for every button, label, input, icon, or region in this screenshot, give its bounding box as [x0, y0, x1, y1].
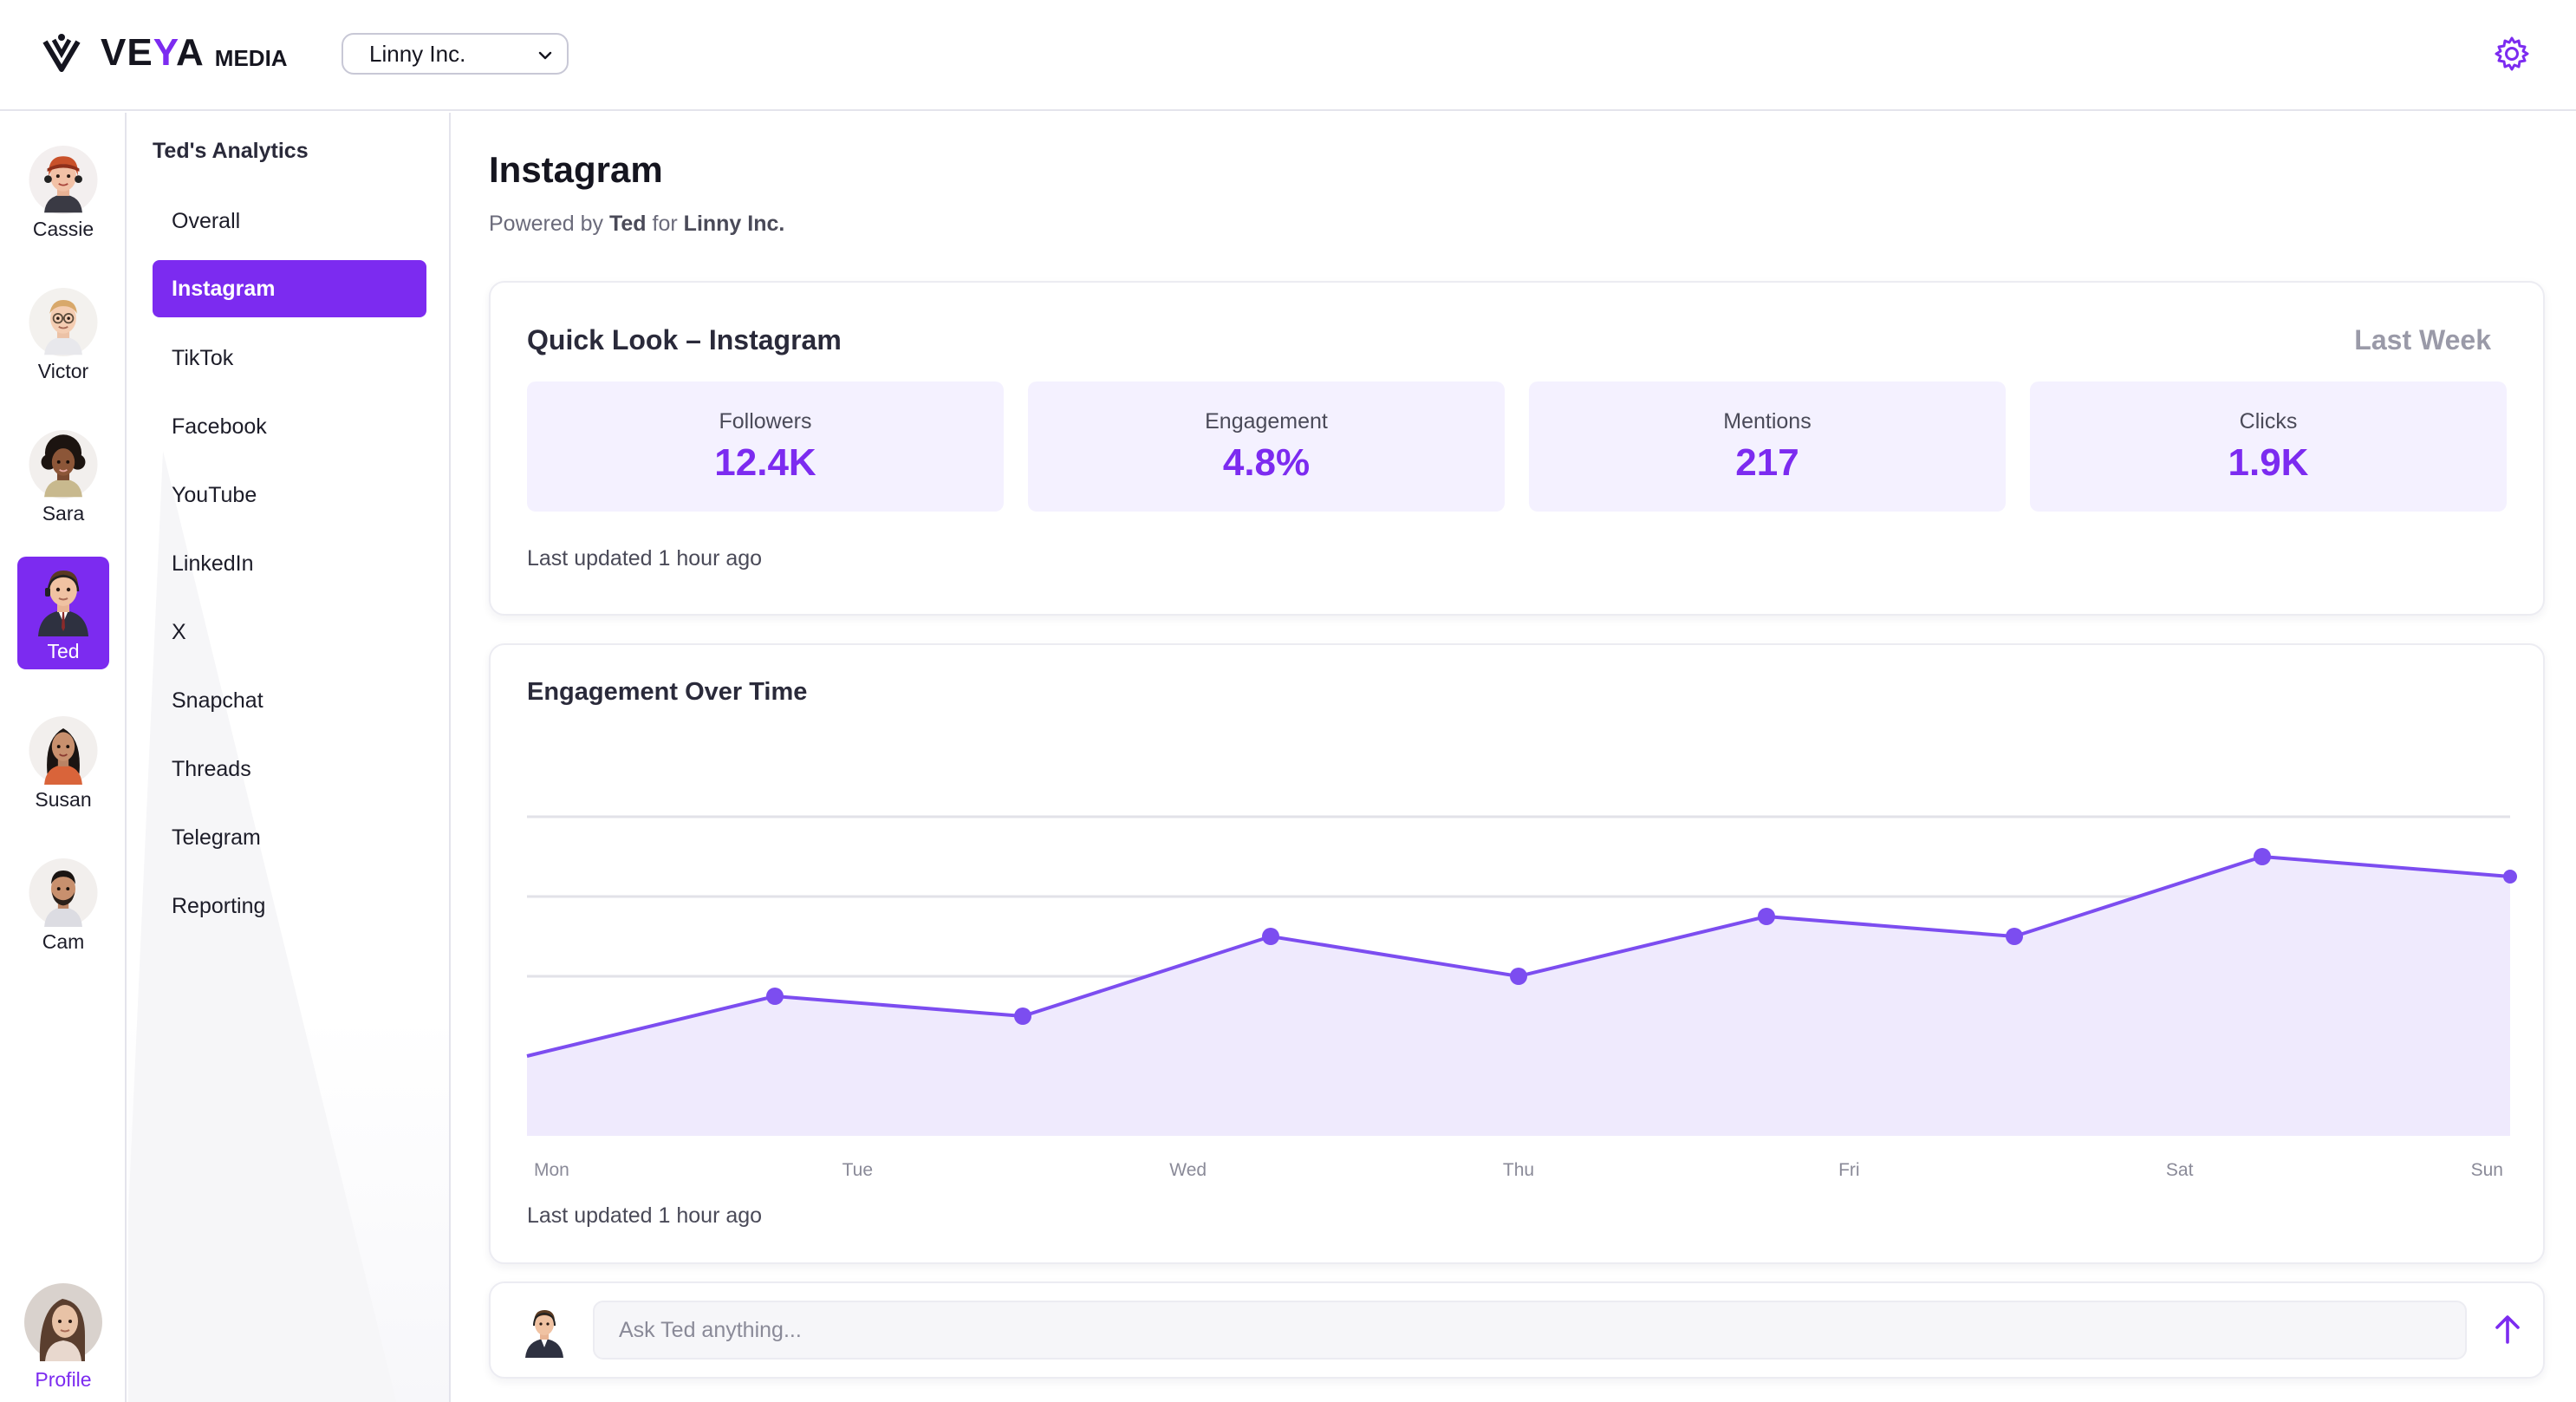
agent-cam[interactable]: Cam [17, 841, 109, 954]
ask-input[interactable] [593, 1301, 2467, 1360]
chart-data-point[interactable] [1262, 928, 1279, 945]
kpi-label: Followers [719, 409, 812, 434]
profile-avatar-icon [24, 1283, 102, 1361]
ted-avatar-icon [38, 571, 88, 636]
nav-watermark [128, 451, 397, 1402]
kpi-followers: Followers 12.4K [527, 381, 1004, 512]
chart-data-point[interactable] [2006, 928, 2023, 945]
engagement-chart: Mon Tue Wed Thu Fri Sat Sun [526, 815, 2517, 1180]
kpi-value: 4.8% [1222, 441, 1311, 484]
agent-name: Sara [42, 502, 85, 525]
profile-label: Profile [35, 1368, 92, 1391]
agent-name: Ted [47, 640, 80, 662]
nav-item-linkedin[interactable]: LinkedIn [172, 551, 254, 576]
page-title: Instagram [489, 149, 663, 190]
quick-look-updated: Last updated 1 hour ago [527, 546, 763, 571]
sara-avatar-icon [29, 430, 98, 499]
nav-title: Ted's Analytics [153, 139, 309, 163]
brand-logo[interactable]: VEYA MEDIA [42, 31, 288, 73]
kpi-value: 1.9K [2228, 441, 2309, 484]
chart-x-tick-label: Fri [1838, 1160, 1860, 1180]
chart-x-tick-label: Wed [1169, 1160, 1207, 1180]
kpi-label: Engagement [1205, 409, 1328, 434]
chart-data-point[interactable] [1758, 908, 1775, 925]
agent-susan[interactable]: Susan [17, 699, 109, 812]
nav-item-youtube[interactable]: YouTube [172, 482, 257, 507]
gear-icon[interactable] [2493, 35, 2531, 73]
top-bar: VEYA MEDIA Linny Inc. [0, 0, 2576, 111]
kpi-label: Clicks [2239, 409, 2298, 434]
engagement-chart-card: Mon Tue Wed Thu Fri Sat Sun Engagement Over Ti… [489, 643, 2545, 1264]
nav-item-overall[interactable]: Overall [172, 208, 241, 233]
agent-name: Cassie [32, 218, 94, 240]
quick-look-card: Quick Look – Instagram Last Week Followe… [489, 281, 2545, 616]
nav-item-facebook[interactable]: Facebook [172, 414, 267, 439]
profile-button[interactable]: Profile [17, 1283, 109, 1392]
brand-name: VEYA [101, 31, 205, 74]
engagement-chart-title: Engagement Over Time [527, 678, 808, 706]
agent-name: Victor [37, 360, 89, 382]
brand-sub: MEDIA [214, 45, 288, 71]
nav-item-threads[interactable]: Threads [172, 756, 251, 781]
susan-avatar-icon [29, 716, 98, 785]
chevron-down-icon [538, 51, 552, 60]
chart-x-tick-label: Sun [2471, 1160, 2503, 1180]
cam-avatar-icon [29, 858, 98, 927]
agent-cassie[interactable]: Cassie [17, 128, 109, 241]
agent-name: Susan [35, 788, 92, 811]
chart-data-point[interactable] [1014, 1007, 1031, 1025]
nav-item-tiktok[interactable]: TikTok [172, 345, 234, 370]
chart-x-tick-label: Tue [842, 1160, 873, 1180]
veya-logo-icon [42, 34, 81, 72]
engagement-updated: Last updated 1 hour ago [527, 1203, 763, 1228]
nav-item-x[interactable]: X [172, 619, 186, 644]
victor-avatar-icon [29, 288, 98, 356]
agent-name: Cam [42, 930, 85, 953]
analytics-nav: Ted's Analytics Overall Instagram TikTok… [128, 113, 451, 1402]
nav-item-reporting[interactable]: Reporting [172, 893, 266, 918]
nav-item-telegram[interactable]: Telegram [172, 825, 261, 850]
nav-item-snapchat[interactable]: Snapchat [172, 688, 263, 713]
ted-avatar-icon [517, 1302, 572, 1358]
arrow-up-icon[interactable] [2489, 1311, 2526, 1347]
kpi-clicks: Clicks 1.9K [2030, 381, 2507, 512]
kpi-value: 217 [1735, 441, 1799, 484]
kpi-label: Mentions [1723, 409, 1812, 434]
chart-x-tick-label: Mon [534, 1160, 569, 1180]
kpi-value: 12.4K [714, 441, 816, 484]
date-range-label[interactable]: Last Week [2354, 324, 2491, 355]
quick-look-title: Quick Look – Instagram [527, 324, 842, 355]
chart-data-point[interactable] [766, 988, 784, 1005]
chart-x-tick-label: Sat [2166, 1160, 2194, 1180]
kpi-engagement: Engagement 4.8% [1028, 381, 1505, 512]
ask-bar [489, 1281, 2545, 1379]
agent-ted[interactable]: Ted [17, 557, 109, 669]
cassie-avatar-icon [29, 146, 98, 214]
chart-x-tick-label: Thu [1503, 1160, 1534, 1180]
kpi-mentions: Mentions 217 [1529, 381, 2006, 512]
organization-select-value: Linny Inc. [369, 40, 466, 67]
main-content: Instagram Powered by Ted for Linny Inc. … [452, 113, 2576, 1402]
chart-data-point[interactable] [1510, 968, 1527, 985]
agent-sara[interactable]: Sara [17, 413, 109, 525]
chart-data-point[interactable] [2254, 848, 2271, 865]
chart-area-fill [527, 857, 2510, 1136]
nav-item-instagram[interactable]: Instagram [153, 260, 426, 317]
page-subtitle: Powered by Ted for Linny Inc. [489, 212, 785, 236]
agent-victor[interactable]: Victor [17, 271, 109, 383]
organization-select[interactable]: Linny Inc. [342, 33, 569, 75]
chart-data-point[interactable] [2503, 870, 2517, 884]
agent-rail: Cassie Victor Sara [0, 113, 127, 1402]
